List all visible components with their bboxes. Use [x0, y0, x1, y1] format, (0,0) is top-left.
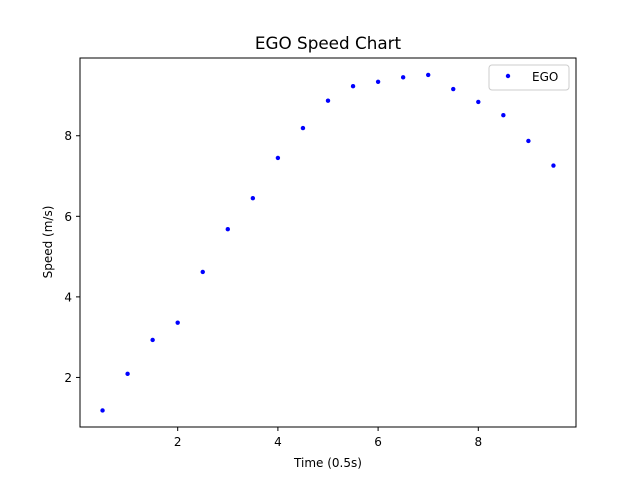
data-point	[100, 408, 105, 413]
data-point	[501, 113, 506, 118]
legend: EGO	[488, 64, 570, 91]
data-point	[175, 320, 180, 325]
legend-marker	[505, 73, 511, 79]
data-point	[350, 83, 356, 89]
data-point	[225, 227, 230, 232]
y-axis-label: Speed (m/s)	[41, 206, 55, 279]
y-tick-label: 8	[64, 129, 72, 143]
data-point	[526, 138, 531, 144]
data-point	[325, 98, 331, 103]
y-tick-label: 6	[64, 210, 72, 224]
x-tick-label: 2	[174, 435, 182, 449]
data-point	[476, 99, 481, 105]
data-point	[551, 163, 556, 168]
data-point	[275, 155, 281, 161]
data-point	[125, 371, 130, 377]
y-tick-label: 2	[64, 371, 72, 385]
x-tick-label: 6	[374, 435, 382, 449]
x-axis-ticks: 2 4 6 8	[174, 427, 482, 449]
legend-label-ego: EGO	[532, 70, 558, 84]
x-tick-label: 8	[474, 435, 482, 449]
ego-series-points	[100, 72, 556, 413]
x-tick-label: 4	[274, 435, 282, 449]
data-point	[400, 75, 406, 80]
data-point	[451, 86, 456, 92]
chart-title: EGO Speed Chart	[255, 33, 402, 53]
data-point	[250, 195, 256, 201]
data-point	[375, 79, 381, 84]
data-point	[426, 72, 431, 78]
data-point	[150, 337, 155, 343]
data-point	[200, 269, 205, 275]
x-axis-label: Time (0.5s)	[293, 456, 362, 470]
data-point	[300, 125, 306, 131]
y-tick-label: 4	[64, 290, 72, 304]
axes-frame	[79, 57, 577, 428]
legend-box	[488, 64, 570, 91]
plot-area	[79, 57, 577, 428]
y-axis-ticks: 2 4 6 8	[64, 129, 80, 385]
